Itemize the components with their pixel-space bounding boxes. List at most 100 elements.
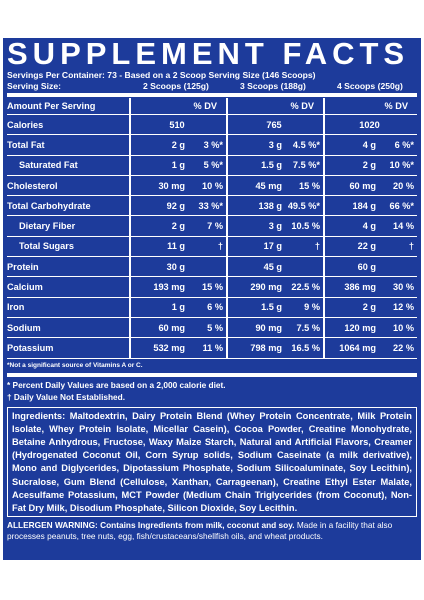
amount-cell: 510 (129, 115, 226, 135)
nutrient-name: Potassium (7, 342, 54, 353)
daily-value: † (314, 241, 320, 252)
nutrient-name: Cholesterol (7, 180, 58, 191)
amount-cell: 90 mg 7.5 % (226, 317, 323, 338)
amount: 92 g (166, 200, 185, 211)
nutrient-row: Calcium 193 mg 15 % 290 mg 22.5 % 386 mg 30 % (7, 277, 417, 298)
nutrient-row: Cholesterol 30 mg 10 % 45 mg 15 % 60 mg 20 % (7, 175, 417, 197)
amount-cell: 1020 (323, 115, 417, 135)
daily-value: 7.5 % (296, 322, 321, 333)
amount: 184 g (352, 200, 377, 211)
ingredients-text: Maltodextrin, Dairy Protein Blend (Whey … (12, 410, 412, 513)
amount: 1 g (171, 160, 185, 171)
amount: 17 g (263, 241, 282, 252)
amount-cell: 45 mg 15 % (226, 175, 323, 196)
nutrient-name: Iron (7, 302, 25, 313)
amount: 30 mg (158, 180, 185, 191)
serving-size: 4 Scoops (250g) (337, 81, 403, 91)
nutrient-row: Calories 510 765 1020 (7, 115, 417, 136)
amount: 3 g (268, 139, 282, 150)
dv-header: % DV (129, 98, 226, 114)
amount: 765 (266, 119, 282, 130)
amount: 45 g (263, 261, 282, 272)
amount-cell: 184 g 66 %* (323, 196, 417, 216)
amount-cell: 92 g 33 %* (129, 196, 226, 216)
daily-value: 6 % (207, 302, 223, 313)
rule (7, 93, 417, 97)
dv-header: % DV (323, 98, 417, 114)
title: SUPPLEMENT FACTS (7, 36, 410, 71)
dv-header: % DV (226, 98, 323, 114)
amount-cell: 2 g 10 %* (323, 155, 417, 175)
amount: 60 g (357, 261, 376, 272)
amount-cell: 138 g 49.5 %* (226, 196, 323, 216)
amount: 386 mg (344, 282, 376, 293)
amount-cell: 22 g † (323, 236, 417, 257)
nutrient-name: Calcium (7, 282, 43, 293)
amount: 4 g (362, 139, 376, 150)
amount-cell: 11 g † (129, 236, 226, 257)
nutrient-row: Sodium 60 mg 5 % 90 mg 7.5 % 120 mg 10 % (7, 317, 417, 339)
amount: 4 g (362, 221, 376, 232)
amount-cell: 1 g 6 % (129, 297, 226, 317)
amount: 1.5 g (261, 302, 282, 313)
serving-size: 2 Scoops (125g) (143, 81, 209, 91)
amount: 138 g (258, 200, 283, 211)
nutrient-row: Dietary Fiber 2 g 7 % 3 g 10.5 % 4 g 14 % (7, 216, 417, 237)
daily-value: 5 % (207, 322, 223, 333)
amount: 2 g (362, 302, 376, 313)
nutrient-name: Total Fat (7, 139, 45, 150)
daily-value: 22 % (393, 342, 414, 353)
allergen-text: Made in a facility that also processes p… (7, 519, 393, 541)
daily-value: 3 %* (203, 139, 223, 150)
facts-table: Amount Per Serving % DV % DV % DV Calories 51… (7, 98, 417, 359)
nutrient-row: Total Fat 2 g 3 %* 3 g 4.5 %* 4 g 6 %* (7, 135, 417, 156)
footnote: * Percent Daily Values are based on a 2,… (7, 379, 226, 390)
amount: 90 mg (255, 322, 282, 333)
amount: 510 (169, 119, 185, 130)
daily-value: 49.5 %* (287, 200, 320, 211)
nutrient-name: Total Carbohydrate (7, 200, 91, 211)
amount: 798 mg (250, 342, 282, 353)
amount: 2 g (171, 139, 185, 150)
amount-cell: 4 g 6 %* (323, 135, 417, 155)
nutrient-row: Potassium 532 mg 11 % 798 mg 16.5 % 1064 mg 22… (7, 338, 417, 359)
amount-cell: 2 g 12 % (323, 297, 417, 317)
footnote: † Daily Value Not Established. (7, 391, 126, 402)
amount: 60 mg (349, 180, 376, 191)
daily-value: 10 % (202, 180, 223, 191)
daily-value: 10.5 % (291, 221, 320, 232)
amount: 1 g (171, 302, 185, 313)
amount-cell: 1064 mg 22 % (323, 338, 417, 358)
daily-value: 30 % (393, 282, 414, 293)
daily-value: 15 % (299, 180, 320, 191)
amount-cell: 60 mg 20 % (323, 175, 417, 196)
amount-cell: 193 mg 15 % (129, 277, 226, 297)
dv-label: % DV (384, 101, 409, 111)
amount-cell: 120 mg 10 % (323, 317, 417, 338)
serving-size-row: Serving Size: 2 Scoops (125g) 3 Scoops (1… (7, 81, 417, 92)
amount-cell: 45 g (226, 257, 323, 277)
nutrient-name: Sodium (7, 322, 41, 333)
amount: 120 mg (344, 322, 376, 333)
daily-value: † (217, 241, 223, 252)
amount-cell: 60 mg 5 % (129, 317, 226, 338)
ingredients-label: Ingredients: (12, 410, 66, 421)
daily-value: 10 % (393, 322, 414, 333)
daily-value: 20 % (393, 180, 414, 191)
daily-value: 15 % (202, 282, 223, 293)
dv-label: % DV (193, 101, 218, 111)
allergen: ALLERGEN WARNING: Contains Ingredients f… (7, 520, 417, 542)
ingredients-box: Ingredients: Maltodextrin, Dairy Protein… (7, 406, 417, 517)
amount: 60 mg (158, 322, 185, 333)
amount-cell: 17 g † (226, 236, 323, 257)
amount-cell: 60 g (323, 257, 417, 277)
allergen-contains: Contains Ingredients from milk, coconut … (100, 519, 295, 530)
amount-cell: 1 g 5 %* (129, 155, 226, 175)
daily-value: 12 % (393, 302, 414, 313)
amount-cell: 30 mg 10 % (129, 175, 226, 196)
amount-cell: 30 g (129, 257, 226, 277)
amount: 11 g (167, 241, 185, 252)
nutrient-name: Protein (7, 261, 39, 272)
servings-per-container: Servings Per Container: 73 - Based on a … (7, 70, 316, 80)
